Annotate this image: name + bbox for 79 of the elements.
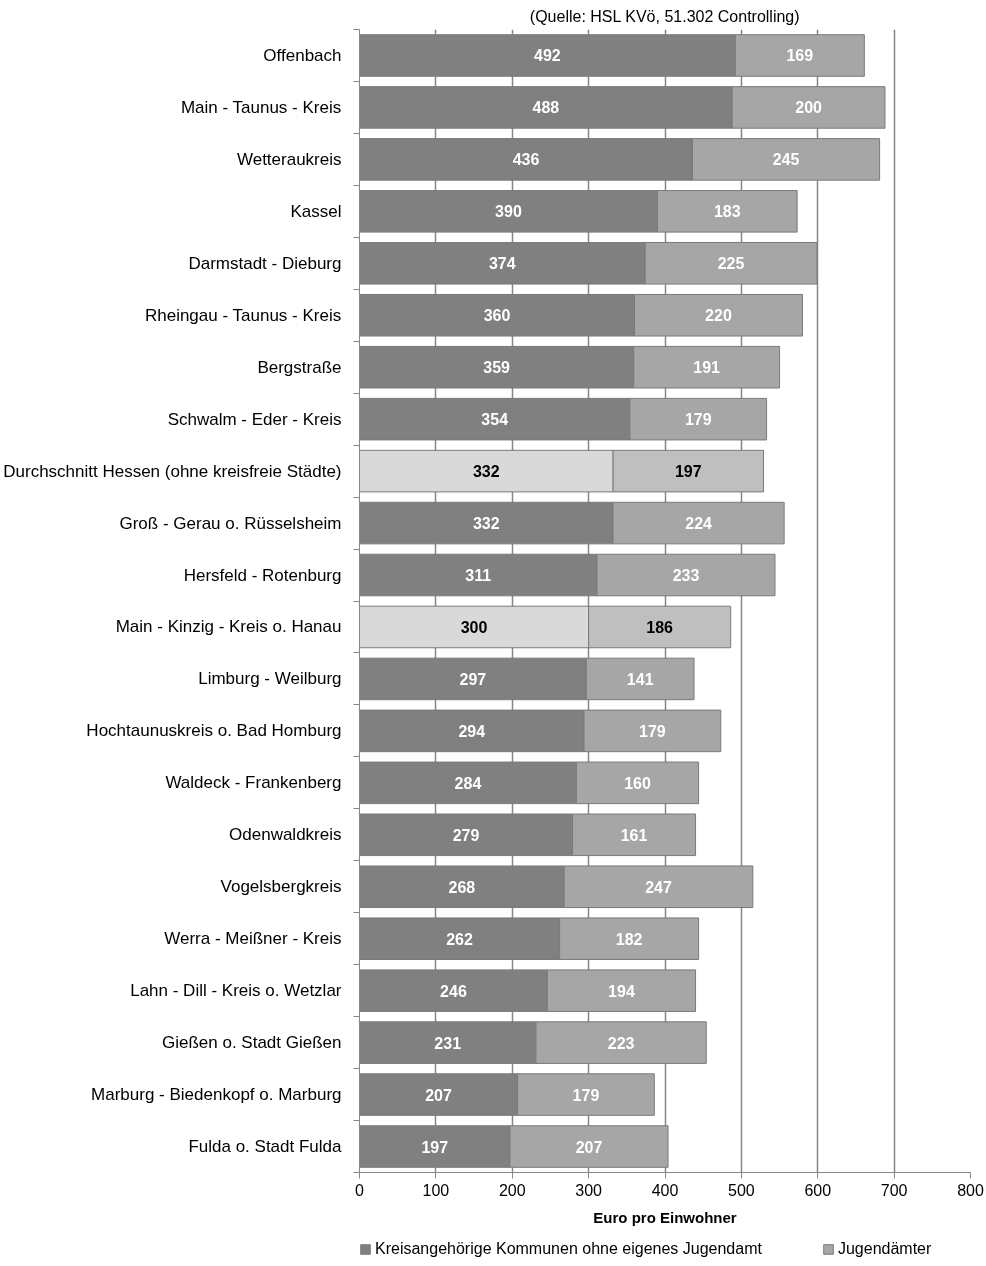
- data-label: 186: [646, 618, 674, 636]
- y-tick-label: Main - Kinzig - Kreis o. Hanau: [115, 617, 342, 637]
- data-label: 179: [572, 1086, 600, 1104]
- data-label: 197: [421, 1138, 449, 1156]
- y-tick-label: Gießen o. Stadt Gießen: [161, 1033, 342, 1053]
- data-label: 247: [645, 878, 672, 896]
- data-label: 332: [472, 463, 500, 481]
- data-label: 179: [684, 411, 712, 429]
- x-tick-label: 0: [355, 1181, 365, 1199]
- legend-label: Jugendämter: [837, 1240, 932, 1258]
- data-label: 246: [440, 982, 467, 1000]
- data-label: 161: [620, 826, 648, 844]
- data-label: 223: [607, 1034, 635, 1052]
- data-label: 141: [626, 670, 654, 688]
- data-label: 390: [495, 203, 522, 221]
- data-label: 311: [465, 567, 492, 585]
- y-tick-label: Lahn - Dill - Kreis o. Wetzlar: [130, 981, 342, 1001]
- data-label: 179: [639, 722, 666, 740]
- y-tick-label: Rheingau - Taunus - Kreis: [144, 305, 342, 325]
- y-tick-label: Main - Taunus - Kreis: [180, 97, 342, 117]
- data-label: 354: [481, 411, 509, 429]
- y-tick-label: Limburg - Weilburg: [198, 669, 342, 689]
- y-tick-label: Hersfeld - Rotenburg: [183, 565, 342, 585]
- data-label: 262: [446, 930, 473, 948]
- data-label: 436: [512, 151, 540, 169]
- x-tick-label: 800: [957, 1181, 984, 1199]
- x-axis-title: Euro pro Einwohner: [593, 1208, 737, 1226]
- x-tick-label: 500: [728, 1181, 755, 1199]
- data-label: 160: [624, 774, 651, 792]
- data-label: 294: [458, 722, 486, 740]
- data-label: 300: [460, 618, 488, 636]
- x-tick-label: 100: [422, 1181, 450, 1199]
- data-label: 231: [434, 1034, 462, 1052]
- data-label: 194: [608, 982, 635, 1000]
- y-tick-label: Kassel: [290, 201, 342, 221]
- data-label: 245: [772, 151, 800, 169]
- y-tick-label: Hochtaunuskreis o. Bad Homburg: [86, 721, 342, 741]
- data-label: 284: [454, 774, 482, 792]
- y-tick-label: Darmstadt - Dieburg: [188, 253, 342, 273]
- data-label: 492: [534, 47, 561, 65]
- data-label: 359: [483, 359, 511, 377]
- y-tick-label: Durchschnitt Hessen (ohne kreisfreie Städte): [3, 461, 342, 481]
- data-label: 220: [705, 307, 732, 325]
- x-tick-label: 700: [880, 1181, 908, 1199]
- data-label: 268: [448, 878, 476, 896]
- y-tick-label: Schwalm - Eder - Kreis: [167, 409, 342, 429]
- data-label: 191: [693, 359, 721, 377]
- data-label: 183: [713, 203, 741, 221]
- data-label: 197: [674, 463, 702, 481]
- data-label: 233: [672, 567, 700, 585]
- data-label: 169: [786, 47, 814, 65]
- data-label: 224: [685, 515, 713, 533]
- y-tick-label: Fulda o. Stadt Fulda: [188, 1137, 343, 1157]
- y-tick-label: Marburg - Biedenkopf o. Marburg: [91, 1085, 342, 1105]
- data-label: 488: [532, 99, 560, 117]
- legend-label: Kreisangehörige Kommunen ohne eigenes Jugendamt: [375, 1240, 762, 1258]
- y-tick-label: Vogelsbergkreis: [220, 877, 342, 897]
- x-tick-label: 200: [498, 1181, 526, 1199]
- x-tick-label: 600: [804, 1181, 832, 1199]
- y-tick-label: Bergstraße: [257, 357, 342, 377]
- data-label: 374: [488, 255, 516, 273]
- text: (Quelle: HSL KVö, 51.302 Controlling): [529, 7, 800, 25]
- y-tick-label: Waldeck - Frankenberg: [165, 773, 342, 793]
- y-tick-label: Wetteraukreis: [236, 149, 342, 169]
- data-label: 207: [425, 1086, 452, 1104]
- y-tick-label: Offenbach: [263, 45, 342, 65]
- data-label: 297: [459, 670, 487, 688]
- y-tick-label: Werra - Meißner - Kreis: [164, 929, 342, 949]
- y-tick-label: Odenwaldkreis: [229, 825, 342, 845]
- x-tick-label: 300: [575, 1181, 603, 1199]
- x-tick-label: 400: [651, 1181, 679, 1199]
- data-label: 332: [472, 515, 500, 533]
- data-label: 360: [483, 307, 511, 325]
- data-label: 182: [615, 930, 643, 948]
- data-label: 225: [717, 255, 745, 273]
- data-label: 200: [795, 99, 823, 117]
- data-label: 279: [452, 826, 480, 844]
- y-tick-label: Groß - Gerau o. Rüsselsheim: [119, 513, 342, 533]
- data-label: 207: [575, 1138, 603, 1156]
